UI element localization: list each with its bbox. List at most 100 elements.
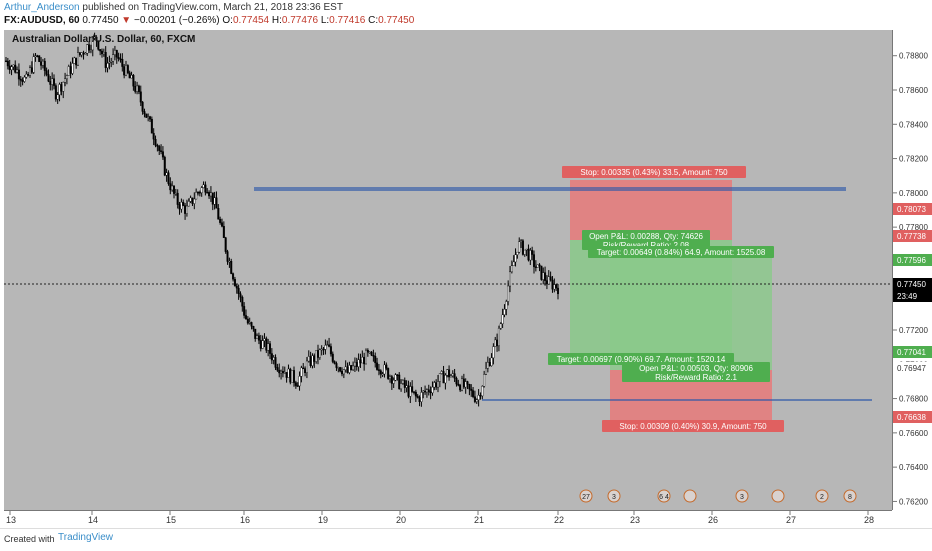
candle-body (185, 205, 188, 214)
candle-body (540, 265, 543, 280)
price-label: 0.78073 (897, 205, 926, 214)
candle-body (182, 201, 185, 206)
candle-body (534, 266, 537, 268)
candle-body (40, 61, 43, 66)
candle-body (161, 151, 164, 158)
candle-body (113, 50, 116, 55)
economic-event-icon[interactable] (843, 489, 857, 503)
economic-event-icon[interactable] (607, 489, 621, 503)
candle-body (462, 378, 465, 388)
candle-body (219, 219, 222, 223)
publish-line: Arthur_Anderson published on TradingView… (4, 2, 343, 13)
candle-body (557, 287, 560, 295)
price-axis[interactable]: 0.78800 0.78600 0.78400 0.78200 0.78000 0.778… (892, 30, 932, 510)
long-target-zone[interactable] (610, 254, 772, 370)
candle-body (145, 113, 148, 118)
candle-body (457, 383, 460, 386)
candle-body (490, 357, 493, 366)
candle-body (486, 362, 489, 369)
candle-body (237, 287, 240, 294)
candle-body (385, 364, 388, 369)
y-tick-label: 0.78000 (899, 189, 928, 198)
candle-body (241, 296, 244, 307)
candle-body (141, 101, 144, 112)
long-stop-label: Stop: 0.00309 (0.40%) 30.9, Amount: 750 (619, 422, 767, 431)
candle-body (449, 375, 452, 378)
candle-body (139, 91, 142, 103)
candle-body (409, 386, 412, 397)
y-tick-label: 0.76400 (899, 463, 928, 472)
position-label-bg (562, 166, 746, 178)
candle-body (494, 339, 497, 347)
candle-body (119, 58, 122, 60)
chart-canvas[interactable]: Stop: 0.00335 (0.43%) 33.5, Amount: 750 O… (4, 30, 892, 510)
candle-body (202, 184, 205, 188)
candle-body (413, 391, 416, 393)
economic-event-icon[interactable] (771, 489, 785, 503)
candle-body (318, 349, 321, 358)
candle-body (405, 385, 408, 388)
candle-body (390, 376, 393, 384)
candle-body (174, 192, 177, 195)
tradingview-logo[interactable]: TradingView (58, 532, 114, 543)
price-label-bg (893, 411, 932, 423)
candle-body (374, 355, 377, 364)
candle-body (51, 78, 54, 85)
candle-body (427, 389, 430, 392)
time-axis[interactable]: 13 14 15 16 19 20 21 22 23 26 27 28 (4, 510, 892, 527)
candle-body (307, 356, 310, 362)
candle-body (270, 353, 273, 361)
candle-body (366, 349, 369, 353)
candle-body (342, 369, 345, 375)
short-pnl-bg (582, 230, 710, 250)
candle-body (269, 343, 272, 354)
candle-body (370, 351, 373, 356)
author-link[interactable]: Arthur_Anderson (4, 2, 80, 13)
candle-body (425, 389, 428, 393)
candle-body (547, 276, 550, 285)
economic-event-icon[interactable] (683, 489, 697, 503)
close-value: 0.77450 (378, 15, 415, 26)
candle-body (553, 284, 556, 290)
economic-event-icon[interactable] (815, 489, 829, 503)
chart-plot-area[interactable]: Stop: 0.00335 (0.43%) 33.5, Amount: 750 O… (4, 30, 892, 510)
candle-body (276, 367, 279, 371)
candle-body (147, 116, 150, 118)
x-tick-label: 19 (318, 515, 328, 525)
candle-body (521, 240, 524, 255)
candle-body (213, 197, 216, 205)
candle-body (549, 276, 552, 281)
candle-body (265, 338, 268, 351)
economic-event-icon[interactable] (579, 489, 593, 503)
economic-event-icon[interactable] (657, 489, 671, 503)
candle-body (239, 293, 242, 298)
y-tick-label: 0.76800 (899, 395, 928, 404)
candle-body (252, 326, 255, 330)
candle-body (442, 371, 445, 384)
candle-body (257, 335, 260, 341)
candle-body (529, 250, 532, 261)
candle-body (531, 250, 534, 255)
candle-body (320, 348, 323, 351)
economic-event-icon[interactable] (735, 489, 749, 503)
long-pnl-bg (622, 362, 770, 382)
candle-body (403, 380, 406, 388)
candle-body (49, 81, 52, 85)
price-label: 0.76947 (897, 364, 926, 373)
candle-body (473, 396, 476, 402)
event-count-label: 8 (848, 494, 852, 501)
price-label-bg (893, 346, 932, 358)
candle-body (287, 368, 290, 378)
candle-body (326, 344, 329, 346)
candle-body (222, 226, 225, 238)
candle-body (78, 52, 81, 56)
candle-body (344, 366, 347, 371)
candle-body (523, 249, 526, 255)
candle-body (128, 72, 131, 79)
candle-body (154, 139, 157, 146)
candle-body (112, 54, 115, 62)
candle-body (95, 36, 98, 42)
candle-body (148, 116, 151, 120)
candle-body (394, 374, 397, 381)
candle-body (372, 355, 375, 357)
